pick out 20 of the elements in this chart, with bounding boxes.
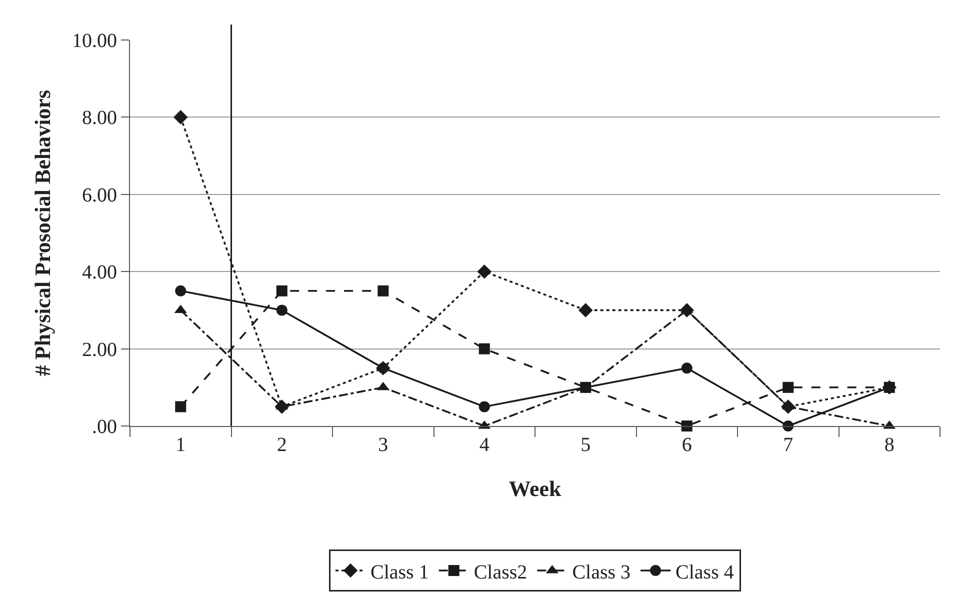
x-tick-label: 6 xyxy=(682,434,692,456)
y-tick-label: 4.00 xyxy=(82,262,117,284)
x-tick-label: 3 xyxy=(378,434,388,456)
y-tick-label: 10.00 xyxy=(72,30,117,52)
legend-label: Class 1 xyxy=(370,561,429,584)
x-tick-label: 8 xyxy=(884,434,894,456)
y-tick-label: 6.00 xyxy=(82,184,117,206)
y-tick-label: 8.00 xyxy=(82,107,117,130)
x-axis-title: Week xyxy=(508,476,562,501)
x-tick-label: 2 xyxy=(276,434,287,456)
y-axis-title: # Physical Prosocial Behaviors xyxy=(30,89,55,376)
x-tick-label: 7 xyxy=(783,434,794,456)
legend-label: Class 3 xyxy=(572,561,631,584)
legend-label: Class 4 xyxy=(676,561,734,584)
y-tick-label: 2.00 xyxy=(82,338,117,361)
x-tick-label: 4 xyxy=(479,434,490,456)
x-tick-label: 5 xyxy=(580,434,591,456)
y-tick-label: .00 xyxy=(92,416,117,438)
legend-label: Class2 xyxy=(474,561,528,584)
x-tick-label: 1 xyxy=(176,434,186,456)
